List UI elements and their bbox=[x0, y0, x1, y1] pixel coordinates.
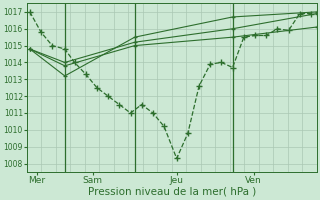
X-axis label: Pression niveau de la mer( hPa ): Pression niveau de la mer( hPa ) bbox=[88, 187, 256, 197]
